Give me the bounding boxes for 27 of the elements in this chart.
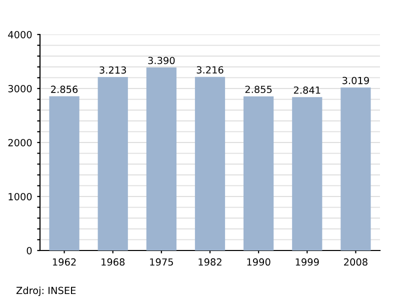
x-tick-label: 1968	[102, 258, 125, 266]
data-label: 2.855	[245, 86, 272, 94]
y-tick-label: 2000	[8, 138, 32, 146]
data-label: 3.216	[196, 66, 224, 74]
x-tick-label: 1962	[52, 258, 76, 266]
data-label: 3.019	[342, 76, 369, 84]
bar	[340, 87, 371, 250]
x-tick-label: 2008	[344, 258, 368, 266]
bar	[98, 77, 128, 250]
data-label: 3.390	[148, 56, 175, 64]
x-tick-label: 1975	[150, 258, 173, 266]
data-label: 2.841	[294, 86, 320, 94]
y-tick-label: 3000	[8, 84, 32, 92]
text: Zdroj: INSEE	[16, 286, 76, 296]
bar	[292, 97, 322, 250]
x-tick-label: 1982	[198, 258, 222, 266]
y-tick-label: 1000	[8, 192, 32, 200]
data-label: 3.213	[100, 66, 126, 74]
y-tick-label: 4000	[8, 30, 32, 38]
bar	[194, 76, 226, 250]
y-tick-label: 0	[26, 246, 32, 254]
x-tick-label: 1990	[247, 258, 270, 266]
x-tick-label: 1999	[296, 258, 319, 266]
bar	[244, 96, 274, 250]
data-label: 2.856	[51, 86, 78, 94]
bar	[146, 67, 176, 250]
bar	[49, 96, 80, 250]
